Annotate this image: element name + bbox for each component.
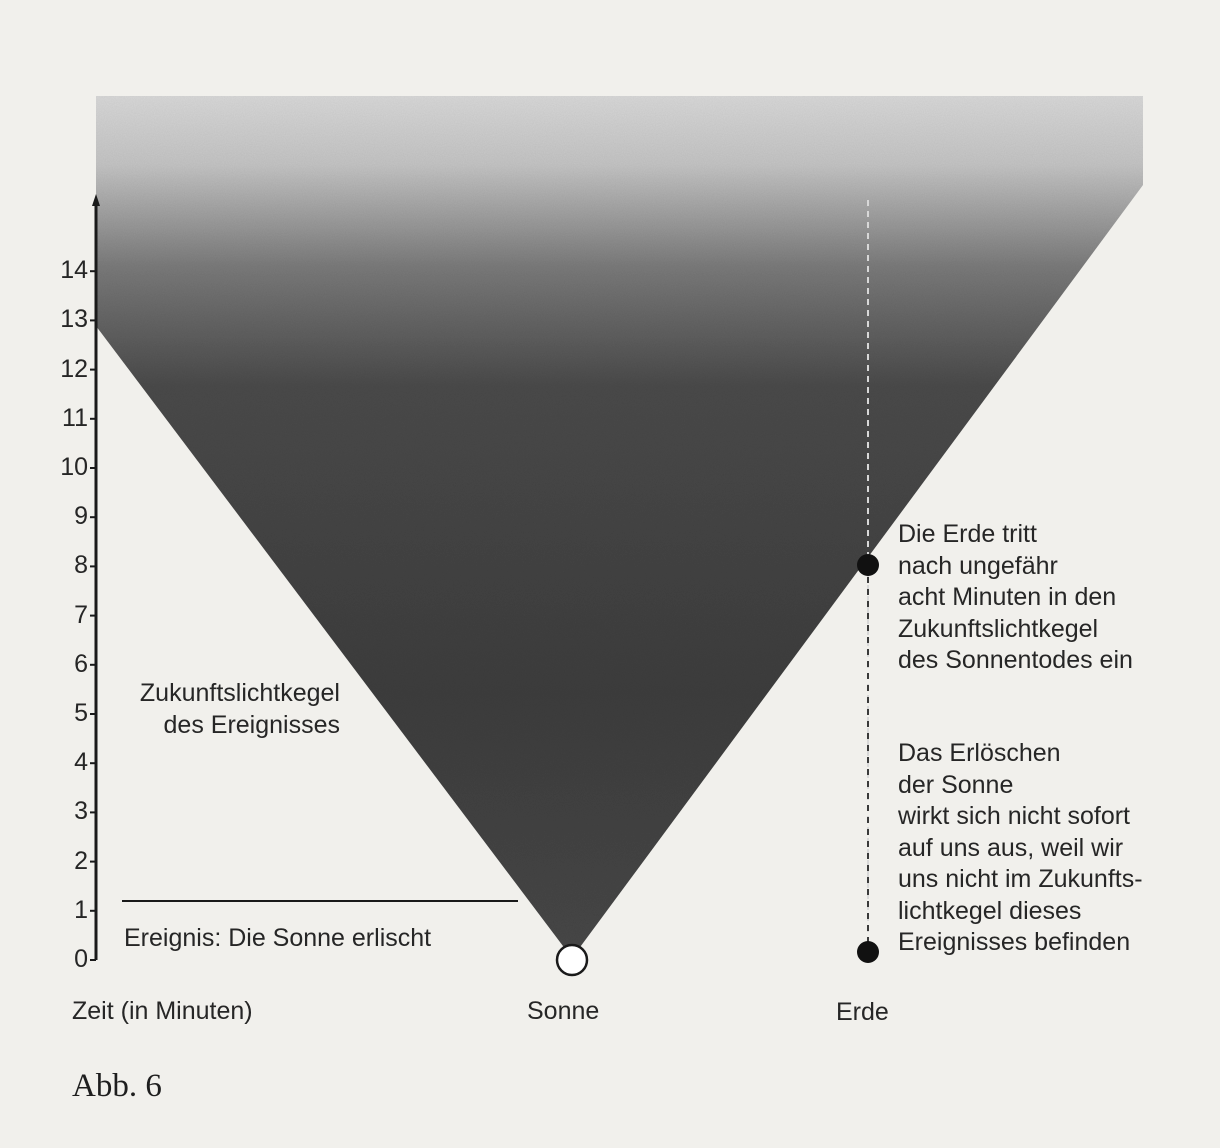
axis-tick-label-2: 2	[74, 846, 88, 875]
axis-tick-label-12: 12	[60, 354, 88, 383]
axis-tick-label-10: 10	[60, 453, 88, 481]
axis-tick-label-6: 6	[74, 649, 88, 678]
axis-tick-marks	[90, 270, 96, 961]
axis-tick-label-8: 8	[74, 551, 88, 580]
upper-note-line-4: Zukunftslichtkegel	[898, 614, 1099, 643]
lower-note-line-7: Ereignisses befinden	[898, 928, 1131, 956]
axis-tick-label-11: 11	[62, 403, 88, 432]
upper-note-line-2: nach ungefähr	[898, 551, 1058, 580]
earth-marker-now	[857, 941, 879, 963]
cone-label-line-1: Zukunftslichtkegel	[139, 679, 340, 707]
upper-note-line-3: acht Minuten in den	[898, 583, 1117, 611]
axis-tick-label-4: 4	[74, 748, 88, 777]
axis-tick-label-14: 14	[60, 256, 88, 285]
lower-note-line-2: der Sonne	[898, 770, 1014, 799]
earth-lower-note: Das Erlöschen der Sonne wirkt sich nicht…	[898, 738, 1143, 959]
axis-tick-label-9: 9	[74, 502, 88, 531]
lower-note-line-6: lichtkegel dieses	[898, 896, 1082, 925]
figure-caption: Abb. 6	[72, 1068, 162, 1104]
axis-tick-label-13: 13	[60, 305, 88, 334]
time-axis-label: Zeit (in Minuten)	[72, 997, 253, 1025]
earth-label: Erde	[836, 998, 889, 1026]
lower-note-line-3: wirkt sich nicht sofort	[898, 802, 1131, 830]
sun-label: Sonne	[527, 997, 600, 1025]
axis-tick-label-7: 7	[74, 600, 88, 629]
sun-marker	[555, 943, 589, 977]
event-label: Ereignis: Die Sonne erlischt	[124, 924, 432, 952]
axis-tick-label-1: 1	[74, 895, 88, 924]
earth-upper-note: Die Erde tritt nach ungefähr acht Minute…	[898, 519, 1133, 677]
lower-note-line-1: Das Erlöschen	[898, 739, 1061, 767]
axis-tick-label-0: 0	[74, 945, 88, 973]
upper-note-line-5: des Sonnentodes ein	[898, 646, 1133, 674]
future-light-cone	[96, 96, 1143, 958]
lower-note-line-5: uns nicht im Zukunfts-	[898, 865, 1143, 893]
cone-label: Zukunftslichtkegel des Ereignisses	[120, 678, 340, 741]
earth-marker-entry	[857, 554, 879, 576]
cone-label-line-2: des Ereignisses	[163, 710, 340, 739]
time-axis-arrowhead	[92, 194, 100, 206]
upper-note-line-1: Die Erde tritt	[898, 520, 1037, 548]
axis-tick-label-5: 5	[74, 699, 88, 727]
lower-note-line-4: auf uns aus, weil wir	[898, 833, 1124, 862]
axis-tick-label-3: 3	[74, 797, 88, 826]
